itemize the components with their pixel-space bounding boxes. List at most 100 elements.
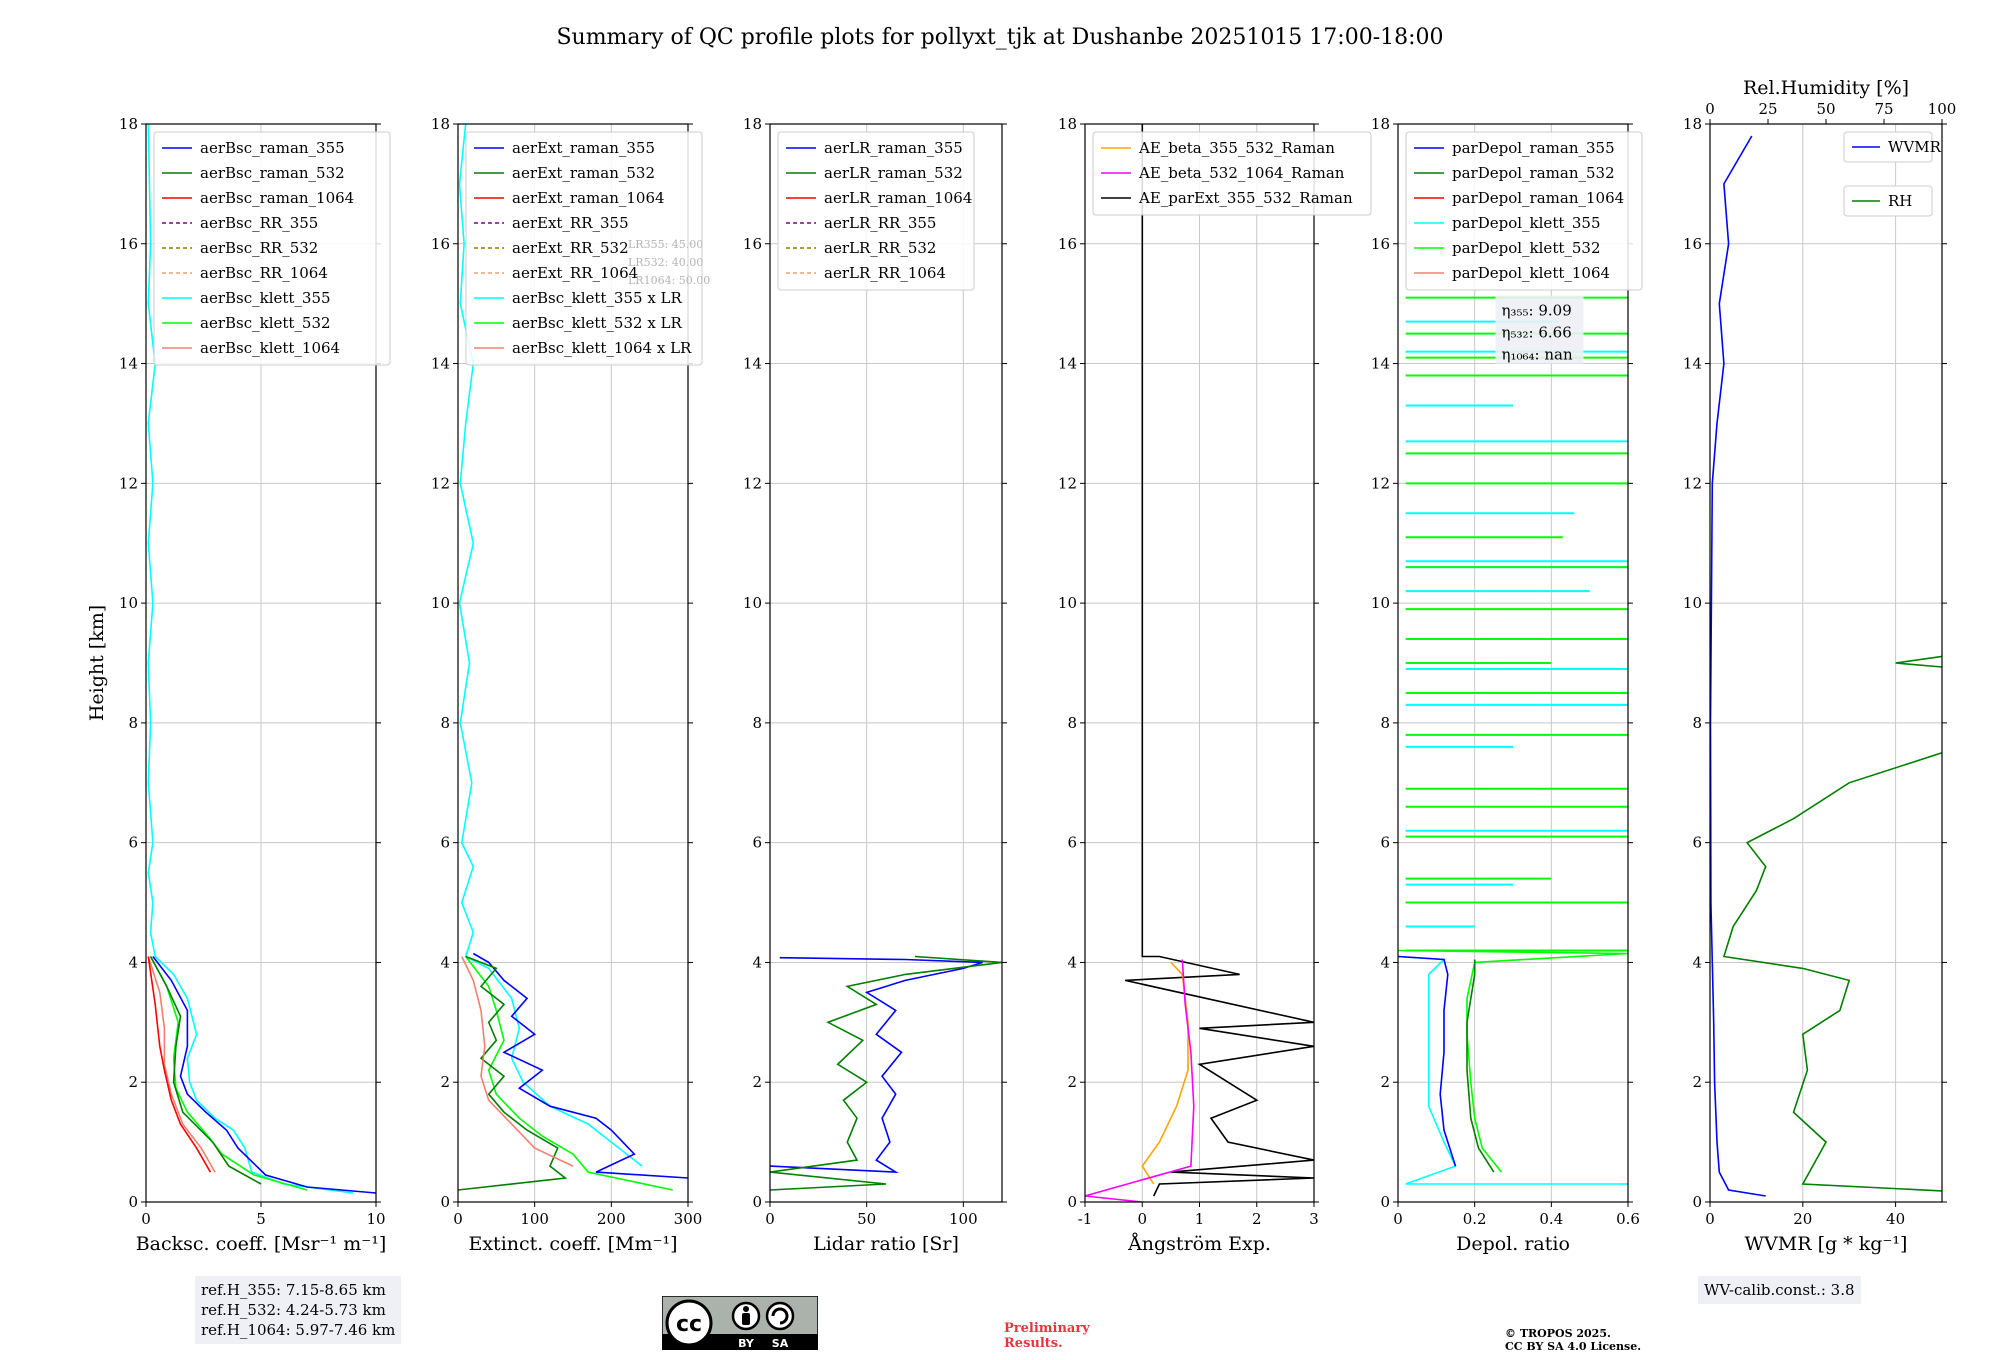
- y-tick-label-ext: 12: [431, 474, 450, 492]
- series-parDepol_raman_355: [1398, 955, 1457, 1167]
- series-aerBsc_klett_1064: [147, 956, 216, 1173]
- axes-frame-ext: [457, 123, 689, 1203]
- legend-label: aerExt_RR_355: [512, 214, 629, 232]
- y-tick-label-wv: 14: [1683, 355, 1702, 373]
- panel-ext: 0 100 200 300 0 2 4 6 8 10 12 14 16 18 Extinct. coeff.…: [431, 115, 710, 1255]
- x-tick-label-lr: 50: [857, 1210, 876, 1228]
- axes-frame-lr: [769, 123, 1003, 1203]
- y-tick-label-wv: 12: [1683, 474, 1702, 492]
- series-group-lr: [770, 955, 1002, 1191]
- y-tick-label-ext: 4: [440, 953, 450, 971]
- y-tick-label-lr: 4: [752, 953, 762, 971]
- x-axis-label-bsc: Backsc. coeff. [Msr⁻¹ m⁻¹]: [136, 1233, 387, 1255]
- x-tick-label-bsc: 5: [256, 1210, 266, 1228]
- y-tick-label-ext: 0: [440, 1193, 450, 1211]
- series-aerBsc_klett_355 x LR: [458, 124, 643, 1167]
- legend-label: aerExt_raman_532: [512, 164, 655, 182]
- series-parDepol_klett_355: [1398, 955, 1628, 1185]
- legend-label: aerExt_raman_355: [512, 139, 655, 157]
- copyright-line-1: © TROPOS 2025.: [1505, 1327, 1611, 1340]
- series-RH: [1722, 655, 1942, 1192]
- x-tick-label-ae: -1: [1078, 1210, 1093, 1228]
- x-tick-label-ext: 0: [453, 1210, 463, 1228]
- y-tick-label-lr: 2: [752, 1073, 762, 1091]
- panel-bsc: 0 5 10 0 2 4 6 8 10 12 14 16 18 Backsc. coeff. [Msr⁻¹…: [86, 115, 391, 1255]
- legend-box: [777, 131, 975, 291]
- cc-icon: [665, 1299, 713, 1347]
- y-tick-label-depol: 4: [1380, 953, 1390, 971]
- y-tick-label-ext: 2: [440, 1073, 450, 1091]
- legend-box: [465, 131, 703, 366]
- series-aerBsc_klett_532: [149, 956, 308, 1191]
- y-tick-label-wv: 6: [1692, 834, 1702, 852]
- series-group-ext: [458, 124, 688, 1191]
- preliminary-results-note: Preliminary Results.: [1004, 1321, 1090, 1351]
- y-tick-label-lr: 8: [752, 714, 762, 732]
- y-tick-label-ae: 16: [1058, 235, 1077, 253]
- legend-label: AE_beta_355_532_Raman: [1138, 139, 1335, 157]
- series-aerExt_raman_532: [458, 955, 568, 1191]
- x2-tick-label: 75: [1874, 100, 1893, 118]
- series-group-ae: [1085, 124, 1314, 1202]
- legend-label: aerBsc_klett_355: [200, 289, 331, 307]
- x2-tick-label: 100: [1928, 100, 1957, 118]
- ref-height-532: ref.H_532: 4.24-5.73 km: [201, 1301, 386, 1319]
- sa-share-icon: [765, 1301, 795, 1331]
- y-tick-label-bsc: 4: [128, 953, 138, 971]
- legend-label: aerExt_RR_1064: [512, 264, 638, 282]
- legend-label: aerBsc_raman_1064: [200, 189, 354, 207]
- y-tick-label-ext: 16: [431, 235, 450, 253]
- series-WVMR: [1710, 135, 1766, 1197]
- eta-box: [1495, 295, 1584, 364]
- preliminary-line-2: Results.: [1004, 1336, 1063, 1351]
- y-tick-label-wv: 2: [1692, 1073, 1702, 1091]
- y-tick-label-ae: 14: [1058, 355, 1077, 373]
- x-tick-label-ae: 2: [1252, 1210, 1262, 1228]
- y-tick-label-bsc: 10: [119, 594, 138, 612]
- legend-box: [1092, 131, 1372, 216]
- ref-height-355: ref.H_355: 7.15-8.65 km: [201, 1281, 386, 1299]
- x-tick-label-depol: 0.2: [1463, 1210, 1487, 1228]
- series-AE_beta_355_532_Raman: [1141, 961, 1189, 1185]
- series-parDepol_klett_532: [1398, 949, 1628, 1173]
- panel-depol: 0 0.2 0.4 0.6 0 2 4 6 8 10 12 14 16 18 Depol. ratio par…: [1371, 115, 1643, 1255]
- svg-text:cc: cc: [676, 1312, 702, 1337]
- legend-label: aerBsc_RR_355: [200, 214, 318, 232]
- axes-frame-wv: [1709, 123, 1943, 1203]
- series-group-bsc: [147, 124, 376, 1194]
- y-tick-label-bsc: 14: [119, 355, 138, 373]
- legend-label: RH: [1888, 192, 1912, 210]
- y-axis-label: Height [km]: [86, 605, 108, 721]
- lr-note: LR532: 40.00: [628, 256, 703, 269]
- series-aerLR_raman_532: [770, 955, 1002, 1191]
- y-tick-label-wv: 8: [1692, 714, 1702, 732]
- ref-height-1064: ref.H_1064: 5.97-7.46 km: [201, 1321, 396, 1339]
- x-axis-label-ae: Ångström Exp.: [1127, 1233, 1271, 1255]
- eta-label: η₃₅₅: 9.09: [1502, 302, 1572, 320]
- y-tick-label-wv: 18: [1683, 115, 1702, 133]
- y-tick-label-lr: 12: [743, 474, 762, 492]
- x-tick-label-lr: 100: [949, 1210, 978, 1228]
- series-aerBsc_klett_1064 x LR: [461, 956, 574, 1167]
- legend-label: aerBsc_RR_1064: [200, 264, 328, 282]
- legend-wv-RH: RH: [1843, 185, 1933, 217]
- legend-box: [1843, 185, 1933, 217]
- y-tick-label-depol: 14: [1371, 355, 1390, 373]
- figure-title: Summary of QC profile plots for pollyxt_…: [556, 25, 1443, 50]
- legend-label: parDepol_klett_532: [1452, 239, 1601, 257]
- x-tick-label-lr: 0: [765, 1210, 775, 1228]
- x-axis-label-depol: Depol. ratio: [1456, 1233, 1570, 1255]
- y-tick-label-bsc: 16: [119, 235, 138, 253]
- axes-frame-depol: [1397, 123, 1629, 1203]
- series-aerBsc_raman_1064: [147, 956, 212, 1173]
- cc-sa-label: SA: [772, 1337, 789, 1350]
- legend-box: [153, 131, 391, 366]
- series-parDepol_raman_532: [1466, 959, 1495, 1173]
- x-axis-label-wv: WVMR [g * kg⁻¹]: [1745, 1233, 1908, 1255]
- panel-wv: 0 20 40 0 2 4 6 8 10 12 14 16 18 WVMR [g * kg⁻¹] 0 25 50…: [1683, 77, 1957, 1255]
- y-tick-label-lr: 14: [743, 355, 762, 373]
- x-tick-label-bsc: 10: [366, 1210, 385, 1228]
- legend-lr: aerLR_raman_355 aerLR_raman_532 aerLR_rama…: [777, 131, 975, 291]
